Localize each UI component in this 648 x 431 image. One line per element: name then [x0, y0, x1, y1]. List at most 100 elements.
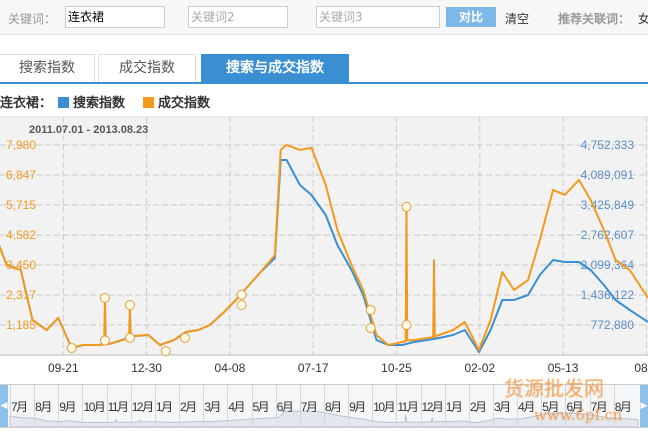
event-marker [99, 292, 110, 303]
navigator-month-label: 11月 [107, 400, 129, 414]
navigator-month-label: 12月 [131, 400, 154, 414]
tab-search-and-deal-index[interactable]: 搜索与成交指数 [201, 54, 349, 82]
navigator-month-divider [444, 385, 446, 427]
navigator-month-label: 4月 [518, 400, 535, 414]
left-axis-tick: 6,847 [6, 168, 36, 182]
left-axis-tick: 4,582 [6, 228, 36, 242]
navigator-month-label: 9月 [59, 400, 76, 414]
event-marker [401, 320, 412, 330]
navigator-month-divider [106, 385, 108, 427]
navigator-month-label: 2月 [180, 400, 197, 414]
left-axis-tick: 5,715 [6, 198, 36, 212]
navigator-right-handle[interactable]: ▶ [640, 385, 648, 427]
event-marker [160, 346, 171, 357]
legend-search[interactable]: 搜索指数 [73, 96, 126, 111]
navigator-left-handle[interactable]: ◀ [0, 385, 8, 427]
x-tick-label: 12-30 [131, 361, 162, 375]
navigator-month-divider [58, 385, 60, 427]
recommend-label: 推荐关联词： [558, 12, 631, 26]
navigator-month-label: 3月 [494, 400, 511, 414]
navigator-month-label: 7月 [590, 400, 608, 414]
event-marker [124, 300, 135, 310]
event-marker [124, 332, 135, 343]
legend-keyword: 连衣裙： [0, 96, 53, 111]
navigator-month-divider [299, 385, 301, 427]
legend-swatch-search [58, 97, 70, 108]
x-tick-label: 05-13 [548, 361, 579, 375]
navigator-month-label: 5月 [542, 400, 559, 414]
navigator-month-divider [468, 385, 470, 427]
clear-button[interactable]: 清空 [505, 12, 530, 26]
navigator-month-label: 10月 [373, 400, 395, 414]
x-tick-label: 10-25 [381, 361, 412, 375]
navigator-month-divider [10, 385, 11, 427]
event-marker [236, 289, 247, 300]
navigator-month-label: 4月 [228, 400, 245, 414]
chart-legend: 连衣裙： 搜索指数 成交指数 [0, 92, 210, 111]
navigator-month-divider [130, 385, 132, 427]
navigator-month-divider [323, 385, 325, 427]
navigator-month-divider [275, 385, 277, 427]
navigator-month-label: 6月 [566, 400, 583, 414]
navigator-month-label: 3月 [204, 400, 221, 414]
navigator-month-divider [372, 385, 374, 427]
right-axis-tick: 2,762,607 [581, 228, 635, 242]
keyword2-input[interactable]: 关键词2 [188, 6, 288, 28]
recommend-keyword[interactable]: 女 [638, 12, 648, 26]
navigator-month-label: 7月 [300, 400, 318, 414]
x-tick-label: 07-17 [298, 361, 329, 375]
right-axis-tick: 772,880 [591, 318, 635, 332]
event-marker [179, 332, 190, 343]
keyword3-input[interactable]: 关键词3 [316, 6, 440, 28]
navigator-month-divider [420, 385, 422, 427]
event-marker [365, 305, 376, 316]
navigator-month-divider [34, 385, 36, 427]
navigator-month-divider [251, 385, 253, 427]
right-axis-tick: 4,752,333 [581, 138, 635, 152]
trend-chart: 09-21 12-30 04-08 07-17 10-25 02-02 05-13 08-2 2… [0, 116, 648, 375]
navigator-month-divider [179, 385, 181, 427]
navigator-month-label: 8月 [35, 400, 52, 414]
navigator-month-label: 8月 [324, 400, 342, 414]
navigator-month-divider [154, 385, 156, 427]
event-marker [66, 343, 77, 354]
keyword-label: 关键词： [8, 12, 57, 26]
right-axis-tick: 2,099,364 [581, 258, 635, 272]
navigator-month-divider [348, 385, 350, 427]
navigator-month-label: 2月 [469, 400, 487, 414]
x-tick-label: 02-02 [464, 361, 495, 375]
right-axis-tick: 4,089,091 [581, 168, 635, 182]
navigator-month-divider [396, 385, 398, 427]
right-axis-tick: 1,436,122 [581, 288, 635, 302]
x-tick-label: 04-08 [215, 361, 246, 375]
navigator-month-label: 8月 [614, 400, 632, 414]
navigator-month-label: 10月 [83, 400, 105, 414]
legend-swatch-deal [143, 97, 155, 108]
x-tick-label: 09-21 [48, 361, 79, 375]
right-axis-tick: 3,425,849 [581, 198, 635, 212]
event-marker [365, 323, 376, 334]
left-axis-tick: 7,980 [6, 138, 36, 152]
navigator-month-label: 5月 [252, 400, 270, 414]
plot-background [0, 117, 648, 355]
navigator-month-label: 12月 [421, 400, 444, 414]
search-bar: 关键词： 连衣裙 关键词2 关键词3 对比 清空 推荐关联词： 女 [0, 0, 648, 35]
left-axis-tick: 2,317 [6, 288, 36, 302]
legend-deal[interactable]: 成交指数 [158, 96, 211, 111]
navigator-month-divider [203, 385, 205, 427]
event-marker [401, 201, 412, 212]
compare-button[interactable]: 对比 [446, 7, 496, 27]
left-axis-tick: 1,185 [6, 318, 36, 332]
navigator-month-label: 1月 [445, 400, 463, 414]
navigator-month-divider [82, 385, 84, 427]
tab-deal-index[interactable]: 成交指数 [98, 54, 196, 82]
tab-bar: 搜索指数 成交指数 搜索与成交指数 [0, 54, 648, 84]
range-navigator[interactable]: ◀ ▶ 7月 8月 9月 10月 11月 12月 1月 2月 3月 4月 5月 6月 7月 8月 9月 10月… [0, 384, 648, 428]
keyword1-input[interactable]: 连衣裙 [65, 6, 165, 28]
event-marker [236, 300, 247, 310]
x-tick-label: 08-2 [634, 361, 648, 375]
series-line-deal [0, 143, 648, 351]
event-marker [99, 335, 110, 346]
navigator-month-label: 7月 [11, 400, 28, 414]
tab-search-index[interactable]: 搜索指数 [0, 54, 95, 82]
